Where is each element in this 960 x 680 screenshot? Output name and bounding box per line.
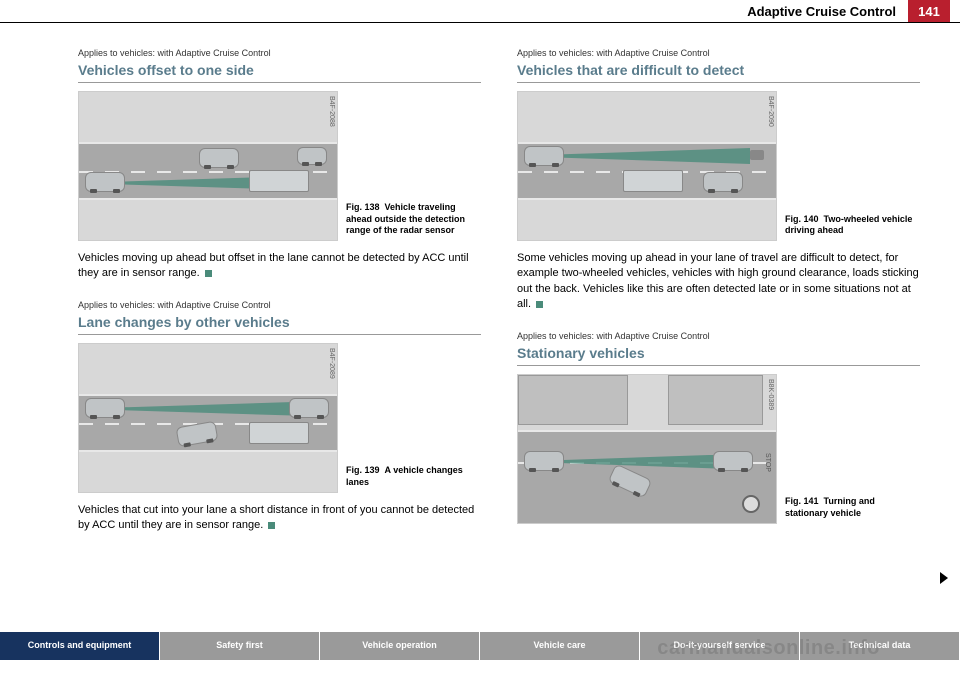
stationary-car-icon <box>713 451 753 471</box>
figure-caption: Fig. 141 Turning and stationary vehicle <box>785 496 920 523</box>
figure-code: B4F-2090 <box>767 96 774 127</box>
section-title: Stationary vehicles <box>517 345 920 366</box>
figure-140: B4F-2090 <box>517 91 777 241</box>
applies-note: Applies to vehicles: with Adaptive Cruis… <box>78 300 481 310</box>
road-edge <box>79 142 337 144</box>
applies-note: Applies to vehicles: with Adaptive Cruis… <box>517 331 920 341</box>
footer-tab-safety[interactable]: Safety first <box>160 632 320 660</box>
figure-number: Fig. 140 <box>785 214 819 224</box>
road-edge <box>79 450 337 452</box>
body-text: Vehicles that cut into your lane a short… <box>78 504 474 531</box>
figure-caption: Fig. 140 Two-wheeled vehicle driving ahe… <box>785 214 920 241</box>
section-body: Vehicles moving up ahead but offset in t… <box>78 251 481 282</box>
wall-icon <box>668 375 763 425</box>
figure-number: Fig. 138 <box>346 202 380 212</box>
figure-row: STOP B8K-0389 Fig. 141 Turning and stati… <box>517 374 920 524</box>
left-column: Applies to vehicles: with Adaptive Cruis… <box>78 48 481 610</box>
figure-code: B4F-2089 <box>328 348 335 379</box>
road-edge <box>518 430 776 432</box>
road <box>518 430 776 523</box>
applies-note: Applies to vehicles: with Adaptive Cruis… <box>517 48 920 58</box>
wall-icon <box>518 375 628 425</box>
end-mark-icon <box>205 270 212 277</box>
page-number: 141 <box>908 0 950 22</box>
section-title: Vehicles that are difficult to detect <box>517 62 920 83</box>
road-edge <box>79 198 337 200</box>
right-column: Applies to vehicles: with Adaptive Cruis… <box>517 48 920 610</box>
car-icon <box>703 172 743 192</box>
stop-sign-icon <box>742 495 760 513</box>
header-rule <box>0 22 960 23</box>
lead-car-icon <box>289 398 329 418</box>
ego-car-icon <box>524 146 564 166</box>
motorcycle-icon <box>750 150 764 160</box>
section-title: Vehicles offset to one side <box>78 62 481 83</box>
road-edge <box>518 142 776 144</box>
figure-caption: Fig. 139 A vehicle changes lanes <box>346 465 481 492</box>
stop-text: STOP <box>764 453 771 472</box>
road-edge <box>518 198 776 200</box>
footer-tab-diy[interactable]: Do-it-yourself service <box>640 632 800 660</box>
ego-car-icon <box>85 172 125 192</box>
figure-row: B4F-2089 Fig. 139 A vehicle changes lane… <box>78 343 481 493</box>
ego-car-icon <box>524 451 564 471</box>
footer-tab-care[interactable]: Vehicle care <box>480 632 640 660</box>
body-text: Vehicles moving up ahead but offset in t… <box>78 252 469 279</box>
truck-icon <box>249 422 309 444</box>
figure-code: B8K-0389 <box>767 379 774 410</box>
page-section-title: Adaptive Cruise Control <box>747 4 896 19</box>
figure-caption: Fig. 138 Vehicle traveling ahead outside… <box>346 202 481 241</box>
figure-139: B4F-2089 <box>78 343 338 493</box>
offset-car-icon <box>199 148 239 168</box>
section-title: Lane changes by other vehicles <box>78 314 481 335</box>
truck-icon <box>623 170 683 192</box>
footer-tabs: Controls and equipment Safety first Vehi… <box>0 632 960 660</box>
footer-tab-technical[interactable]: Technical data <box>800 632 960 660</box>
figure-number: Fig. 139 <box>346 465 380 475</box>
figure-row: B4F-2088 Fig. 138 Vehicle traveling ahea… <box>78 91 481 241</box>
figure-141: STOP B8K-0389 <box>517 374 777 524</box>
section-body: Vehicles that cut into your lane a short… <box>78 503 481 534</box>
figure-code: B4F-2088 <box>328 96 335 127</box>
content-area: Applies to vehicles: with Adaptive Cruis… <box>78 48 920 610</box>
footer-tab-controls[interactable]: Controls and equipment <box>0 632 160 660</box>
section-body: Some vehicles moving up ahead in your la… <box>517 251 920 313</box>
body-text: Some vehicles moving up ahead in your la… <box>517 252 919 310</box>
applies-note: Applies to vehicles: with Adaptive Cruis… <box>78 48 481 58</box>
figure-row: B4F-2090 Fig. 140 Two-wheeled vehicle dr… <box>517 91 920 241</box>
truck-icon <box>249 170 309 192</box>
road-edge <box>79 394 337 396</box>
end-mark-icon <box>268 522 275 529</box>
end-mark-icon <box>536 301 543 308</box>
footer-tab-operation[interactable]: Vehicle operation <box>320 632 480 660</box>
lead-car-icon <box>297 147 327 165</box>
figure-number: Fig. 141 <box>785 496 819 506</box>
continue-arrow-icon <box>940 572 948 584</box>
figure-138: B4F-2088 <box>78 91 338 241</box>
ego-car-icon <box>85 398 125 418</box>
